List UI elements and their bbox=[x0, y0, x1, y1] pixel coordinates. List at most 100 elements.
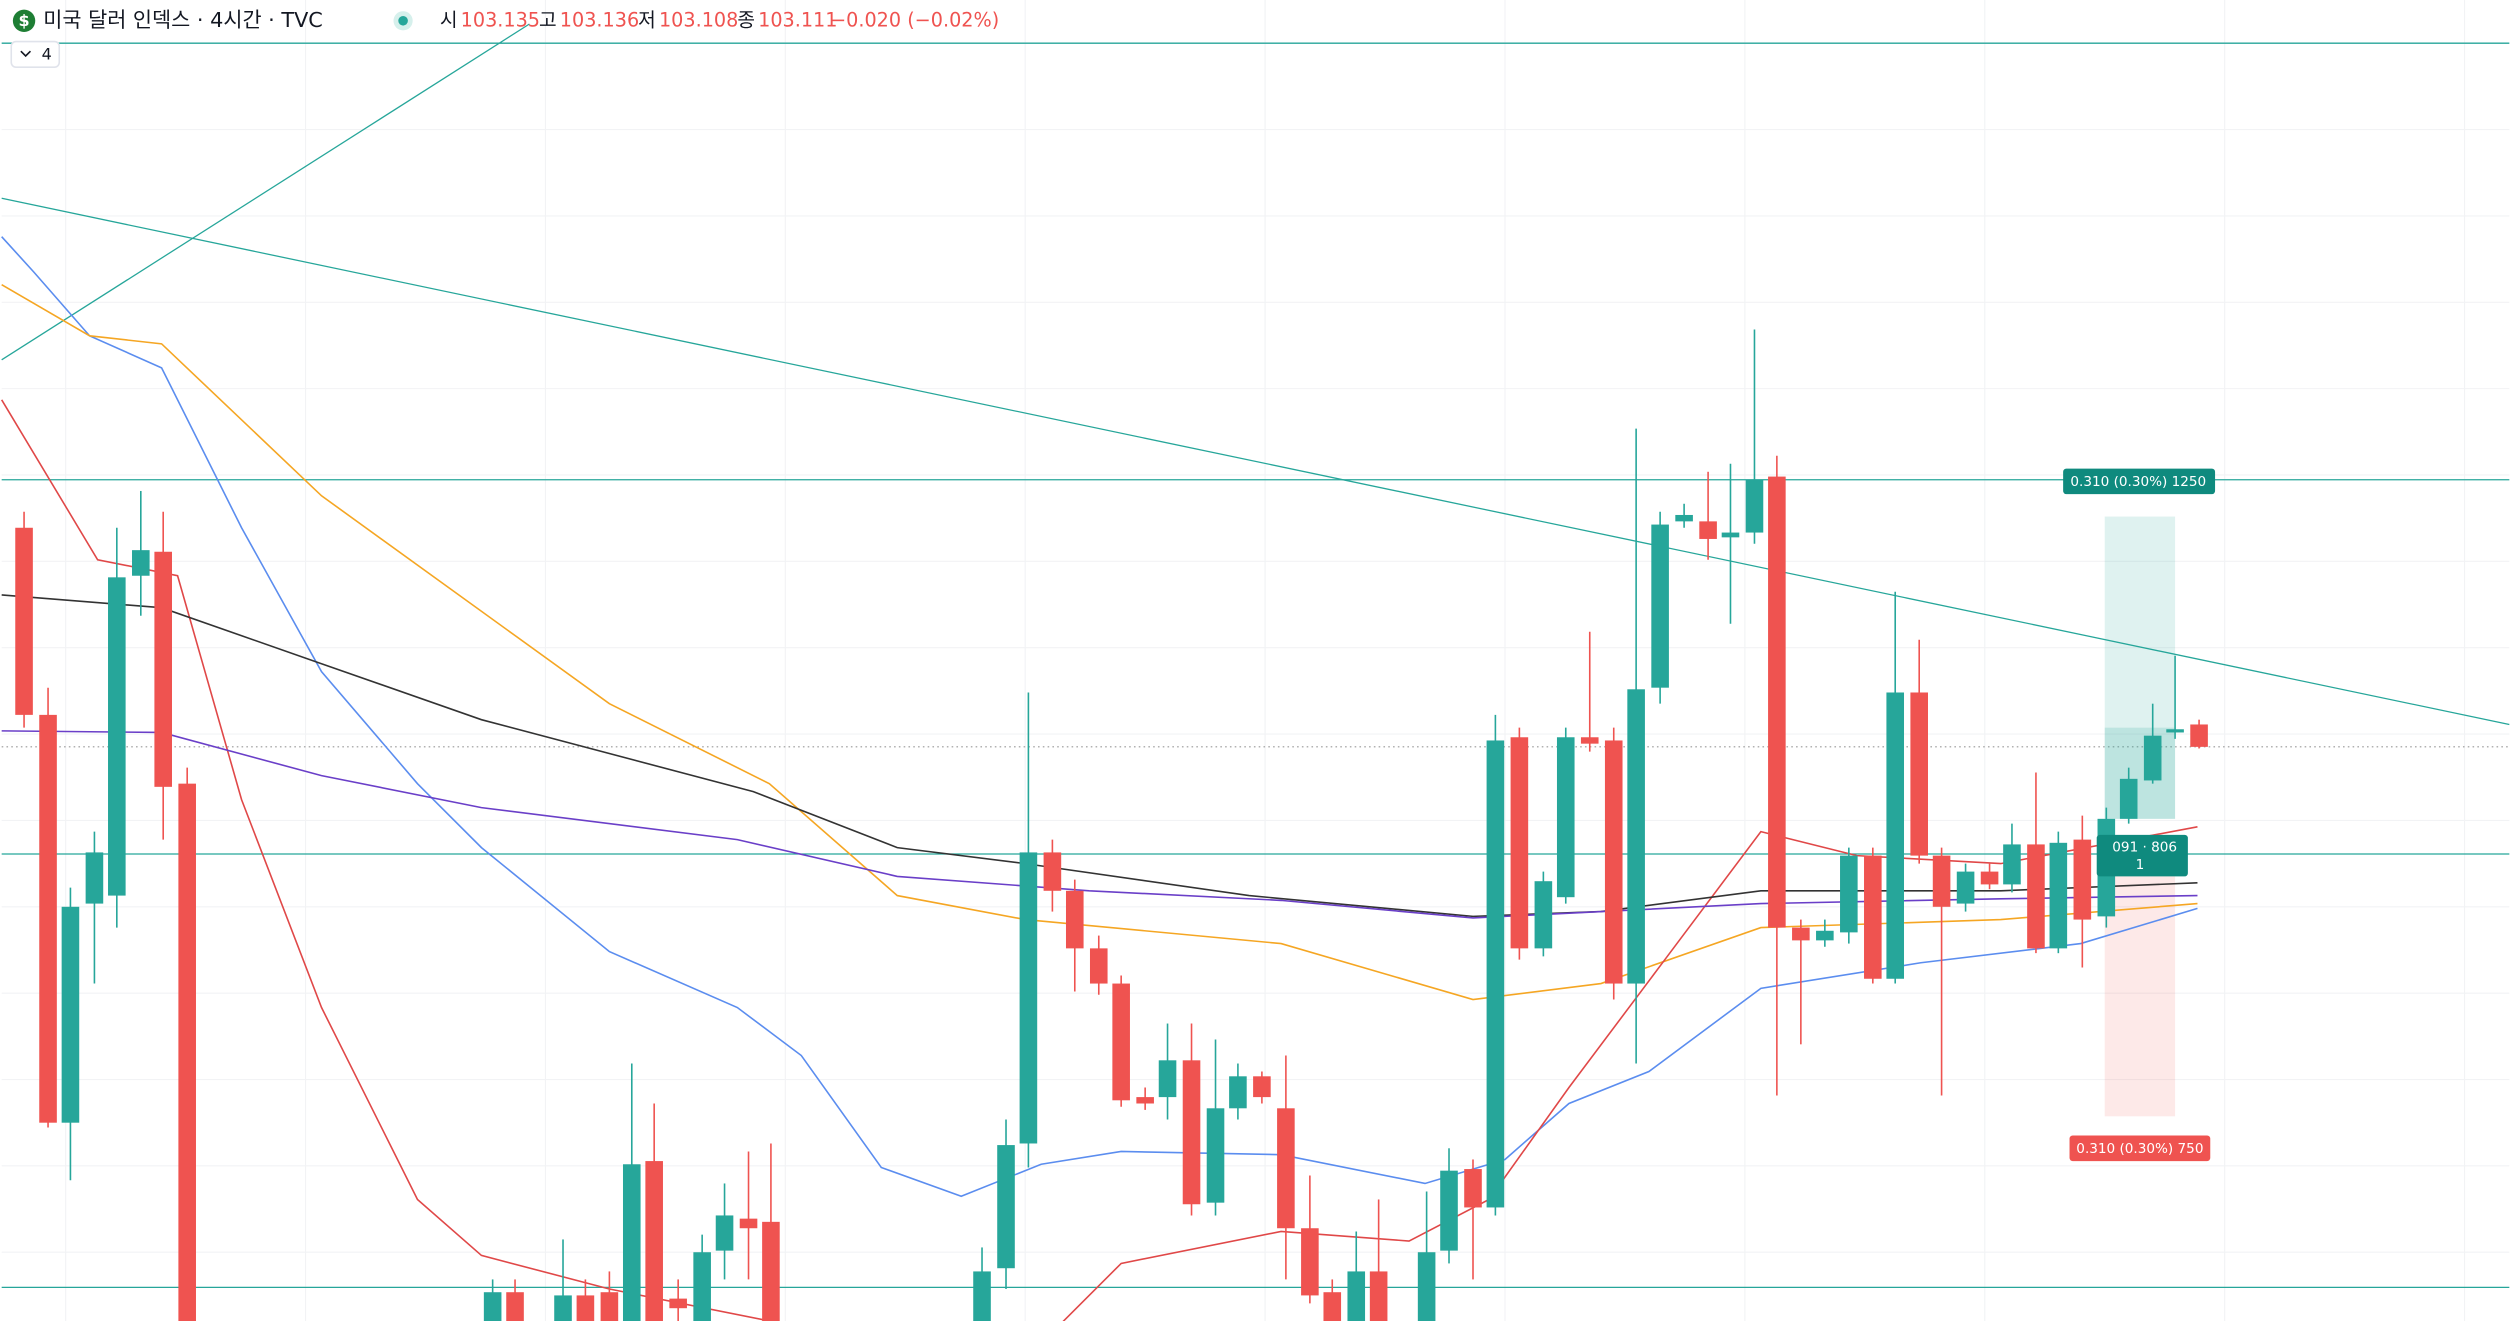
moving-averages bbox=[0, 236, 2198, 1321]
candle-body bbox=[1229, 1076, 1247, 1109]
candle-body bbox=[600, 1292, 619, 1321]
symbol-icon-text: $ bbox=[18, 11, 29, 30]
candle-body bbox=[1253, 1076, 1271, 1098]
candle-body bbox=[2119, 778, 2138, 819]
candle-body bbox=[1089, 948, 1108, 984]
candle-body bbox=[1182, 1060, 1201, 1205]
symbol-title[interactable]: 미국 달러 인덱스 · 4시간 · TVC bbox=[43, 8, 323, 32]
candle-body bbox=[1699, 521, 1717, 539]
candle-body bbox=[2003, 844, 2021, 885]
candles bbox=[15, 329, 2208, 1321]
candle-body bbox=[1301, 1228, 1319, 1296]
target-zone-progress bbox=[2104, 727, 2176, 819]
ohlc-label: 시 bbox=[440, 8, 458, 31]
candle-body bbox=[2166, 729, 2184, 733]
candle-body bbox=[762, 1221, 780, 1321]
target-label-bg bbox=[2063, 468, 2216, 495]
candle-body bbox=[1651, 524, 1669, 688]
candle-body bbox=[1534, 881, 1553, 949]
candle-body bbox=[1417, 1252, 1436, 1321]
ohlc-value: 103.135 bbox=[461, 8, 540, 31]
drawings bbox=[1, 23, 2510, 1289]
candle-body bbox=[1043, 852, 1062, 891]
candle-body bbox=[554, 1295, 572, 1321]
interval-toggle-bg[interactable] bbox=[10, 40, 61, 68]
candle-body bbox=[1065, 890, 1084, 949]
ohlc-value: 103.111 bbox=[758, 8, 837, 31]
candle-body bbox=[1440, 1170, 1458, 1251]
moving-average bbox=[1062, 826, 2198, 1321]
stop-zone bbox=[2104, 854, 2176, 1117]
candle-body bbox=[997, 1145, 1015, 1269]
candle-body bbox=[1323, 1292, 1342, 1321]
candle-body bbox=[1347, 1271, 1366, 1321]
candle-body bbox=[1604, 740, 1623, 984]
candle-body bbox=[1277, 1108, 1295, 1229]
candle-body bbox=[1840, 855, 1858, 933]
change: −0.020 (−0.02%) bbox=[830, 8, 999, 31]
candle-body bbox=[973, 1271, 991, 1321]
candle-body bbox=[15, 527, 33, 715]
chevron bbox=[20, 50, 32, 58]
ohlc: 시 103.135 고 103.136 저 103.108 종 103.111−0.020 (… bbox=[440, 8, 999, 31]
trend-line bbox=[1, 197, 2510, 726]
candle-body bbox=[1956, 871, 1975, 904]
target-zone bbox=[2104, 516, 2176, 819]
trend-line bbox=[1, 23, 530, 361]
candle-body bbox=[1864, 855, 1882, 979]
candle-body bbox=[178, 783, 196, 1321]
market-status[interactable] bbox=[398, 15, 408, 26]
interval-toggle[interactable]: 4 bbox=[42, 45, 52, 64]
ohlc-value: 103.136 bbox=[560, 8, 639, 31]
candle-body bbox=[2073, 839, 2092, 920]
candle-body bbox=[739, 1218, 758, 1229]
moving-average bbox=[1, 283, 2198, 1001]
ohlc-label: 종 bbox=[737, 8, 755, 31]
candle-body bbox=[1932, 855, 1951, 907]
candle-body bbox=[1158, 1060, 1177, 1098]
candle-body bbox=[1886, 692, 1905, 979]
candle-body bbox=[39, 714, 57, 1123]
candle-body bbox=[506, 1292, 524, 1321]
candle-body bbox=[1768, 476, 1786, 928]
candle-body bbox=[1112, 983, 1130, 1101]
candle-body bbox=[2027, 844, 2045, 949]
candle-body bbox=[61, 906, 80, 1123]
candle-body bbox=[132, 550, 150, 576]
header: $ 미국 달러 인덱스 · 4시간 · TVC 시 103.135 고 103.136… bbox=[10, 8, 999, 68]
candle-body bbox=[1019, 852, 1038, 1144]
candle-body bbox=[1910, 692, 1928, 856]
symbol-icon bbox=[12, 9, 36, 32]
candle-body bbox=[154, 551, 172, 787]
candle-body bbox=[1136, 1097, 1154, 1104]
candle-body bbox=[1745, 479, 1764, 533]
candle-body bbox=[2143, 735, 2162, 781]
candle-body bbox=[1510, 737, 1529, 949]
position-labels: 0.310 (0.30%) 1250 091 · 806 1 0.310 (0.… bbox=[2063, 468, 2216, 1162]
ohlc-label: 고 bbox=[539, 8, 557, 31]
stop-label-bg bbox=[2069, 1135, 2211, 1162]
entry-label: 091 · 806 bbox=[2112, 840, 2177, 856]
candle-body bbox=[622, 1164, 641, 1321]
candle-body bbox=[576, 1295, 595, 1321]
candle-body bbox=[85, 852, 104, 904]
candle-body bbox=[1464, 1169, 1482, 1208]
candle-body bbox=[669, 1298, 687, 1309]
candle-body bbox=[1980, 871, 1999, 885]
target-label: 0.310 (0.30%) 1250 bbox=[2070, 474, 2206, 490]
moving-average bbox=[0, 399, 774, 1321]
candle-body bbox=[1792, 927, 1810, 941]
stop-label: 0.310 (0.30%) 750 bbox=[2076, 1141, 2203, 1157]
candle-body bbox=[1721, 532, 1740, 538]
candle-body bbox=[483, 1292, 502, 1321]
candle-body bbox=[693, 1252, 711, 1321]
candle-body bbox=[1369, 1271, 1388, 1321]
candle-body bbox=[1580, 737, 1599, 744]
entry-sub-label: 1 bbox=[2136, 857, 2145, 873]
candle-body bbox=[2049, 842, 2068, 949]
candle-body bbox=[1486, 740, 1505, 1208]
candle-body bbox=[1556, 737, 1575, 898]
candle-body bbox=[2190, 724, 2208, 747]
